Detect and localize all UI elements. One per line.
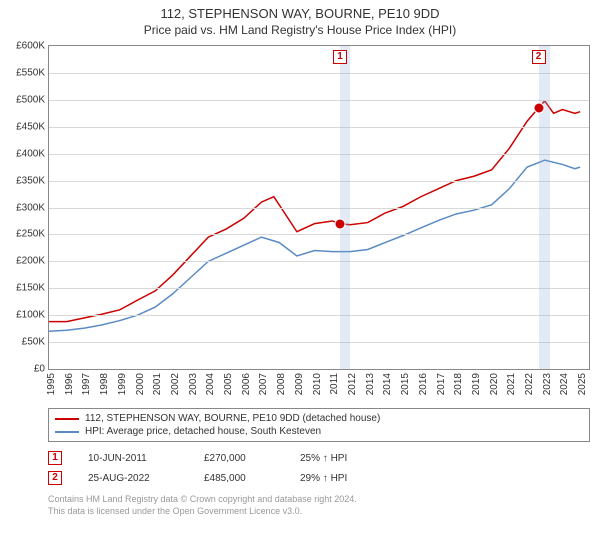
x-tick-label: 2006	[241, 373, 252, 395]
x-tick-label: 2021	[506, 373, 517, 395]
y-tick-label: £250K	[16, 229, 49, 240]
legend-swatch	[55, 431, 79, 433]
x-tick-label: 1998	[99, 373, 110, 395]
sale-pct: 25% ↑ HPI	[300, 453, 390, 464]
x-tick-label: 1997	[81, 373, 92, 395]
highlight-band	[340, 46, 350, 369]
x-tick-label: 2008	[276, 373, 287, 395]
x-tick-label: 2023	[542, 373, 553, 395]
plot-area: £0£50K£100K£150K£200K£250K£300K£350K£400…	[48, 45, 590, 370]
x-tick-label: 2022	[524, 373, 535, 395]
page-subtitle: Price paid vs. HM Land Registry's House …	[0, 21, 600, 37]
price-chart: £0£50K£100K£150K£200K£250K£300K£350K£400…	[48, 45, 590, 400]
y-tick-label: £100K	[16, 310, 49, 321]
x-tick-label: 2003	[188, 373, 199, 395]
x-tick-label: 2010	[312, 373, 323, 395]
sale-id-box: 2	[48, 471, 62, 485]
x-tick-label: 2005	[223, 373, 234, 395]
legend-label: HPI: Average price, detached house, Sout…	[85, 426, 321, 437]
footer-line2: This data is licensed under the Open Gov…	[48, 506, 590, 518]
x-tick-label: 2016	[418, 373, 429, 395]
x-tick-label: 2011	[329, 373, 340, 395]
y-tick-label: £350K	[16, 175, 49, 186]
y-tick-label: £400K	[16, 148, 49, 159]
sale-date: 10-JUN-2011	[88, 453, 178, 464]
x-tick-label: 2007	[258, 373, 269, 395]
y-tick-label: £600K	[16, 41, 49, 52]
y-tick-label: £50K	[22, 337, 49, 348]
x-tick-label: 2013	[365, 373, 376, 395]
x-tick-label: 2024	[559, 373, 570, 395]
y-tick-label: £450K	[16, 121, 49, 132]
sale-price: £485,000	[204, 473, 274, 484]
sale-pct: 29% ↑ HPI	[300, 473, 390, 484]
sales-table: 1 10-JUN-2011 £270,000 25% ↑ HPI 2 25-AUG-202…	[48, 448, 590, 488]
sale-marker-box: 1	[333, 50, 347, 64]
x-tick-label: 2000	[135, 373, 146, 395]
x-tick-label: 2025	[577, 373, 588, 395]
x-tick-label: 2020	[489, 373, 500, 395]
x-tick-label: 2001	[152, 373, 163, 395]
sale-date: 25-AUG-2022	[88, 473, 178, 484]
sale-marker-dot	[336, 219, 345, 228]
sale-row: 2 25-AUG-2022 £485,000 29% ↑ HPI	[48, 468, 590, 488]
x-tick-label: 2017	[436, 373, 447, 395]
y-tick-label: £200K	[16, 256, 49, 267]
x-tick-label: 2009	[294, 373, 305, 395]
y-tick-label: £500K	[16, 94, 49, 105]
x-tick-label: 2014	[382, 373, 393, 395]
x-tick-label: 2019	[471, 373, 482, 395]
x-tick-label: 2002	[170, 373, 181, 395]
page-title: 112, STEPHENSON WAY, BOURNE, PE10 9DD	[0, 0, 600, 21]
legend-item: 112, STEPHENSON WAY, BOURNE, PE10 9DD (d…	[55, 412, 583, 425]
legend-swatch	[55, 418, 79, 420]
x-tick-label: 1996	[64, 373, 75, 395]
sale-price: £270,000	[204, 453, 274, 464]
x-tick-label: 1995	[46, 373, 57, 395]
y-tick-label: £150K	[16, 283, 49, 294]
x-tick-label: 2018	[453, 373, 464, 395]
footer-attribution: Contains HM Land Registry data © Crown c…	[48, 494, 590, 517]
x-tick-label: 2012	[347, 373, 358, 395]
y-tick-label: £300K	[16, 202, 49, 213]
footer-line1: Contains HM Land Registry data © Crown c…	[48, 494, 590, 506]
sale-id-box: 1	[48, 451, 62, 465]
sale-marker-dot	[534, 103, 543, 112]
y-tick-label: £550K	[16, 67, 49, 78]
sale-marker-box: 2	[532, 50, 546, 64]
highlight-band	[539, 46, 551, 369]
x-tick-label: 2015	[400, 373, 411, 395]
x-tick-label: 1999	[117, 373, 128, 395]
x-tick-label: 2004	[205, 373, 216, 395]
legend-label: 112, STEPHENSON WAY, BOURNE, PE10 9DD (d…	[85, 413, 380, 424]
sale-row: 1 10-JUN-2011 £270,000 25% ↑ HPI	[48, 448, 590, 468]
legend: 112, STEPHENSON WAY, BOURNE, PE10 9DD (d…	[48, 408, 590, 442]
legend-item: HPI: Average price, detached house, Sout…	[55, 425, 583, 438]
